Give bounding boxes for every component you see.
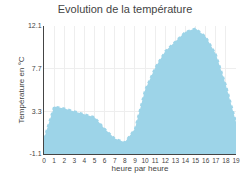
svg-text:8: 8	[123, 157, 127, 164]
svg-text:12.1: 12.1	[28, 22, 42, 29]
svg-text:10: 10	[141, 157, 149, 164]
svg-text:Température en °C: Température en °C	[17, 56, 26, 123]
svg-text:Evolution de la température: Evolution de la température	[58, 3, 193, 15]
svg-text:2: 2	[62, 157, 66, 164]
svg-text:0: 0	[42, 157, 46, 164]
svg-text:19: 19	[232, 157, 240, 164]
svg-text:17: 17	[212, 157, 220, 164]
svg-text:3.3: 3.3	[32, 108, 42, 115]
svg-text:11: 11	[152, 157, 159, 164]
svg-text:4: 4	[83, 157, 87, 164]
svg-text:16: 16	[202, 157, 210, 164]
svg-text:5: 5	[93, 157, 97, 164]
svg-text:heure par heure: heure par heure	[112, 164, 169, 173]
svg-text:3: 3	[73, 157, 77, 164]
svg-text:1: 1	[52, 157, 56, 164]
svg-text:18: 18	[222, 157, 230, 164]
svg-text:12: 12	[162, 157, 170, 164]
svg-text:14: 14	[182, 157, 190, 164]
svg-text:7.7: 7.7	[32, 65, 42, 72]
svg-text:15: 15	[192, 157, 200, 164]
svg-text:13: 13	[172, 157, 180, 164]
svg-text:7: 7	[113, 157, 117, 164]
svg-text:9: 9	[133, 157, 137, 164]
svg-text:-1.1: -1.1	[30, 150, 42, 157]
svg-text:6: 6	[103, 157, 107, 164]
